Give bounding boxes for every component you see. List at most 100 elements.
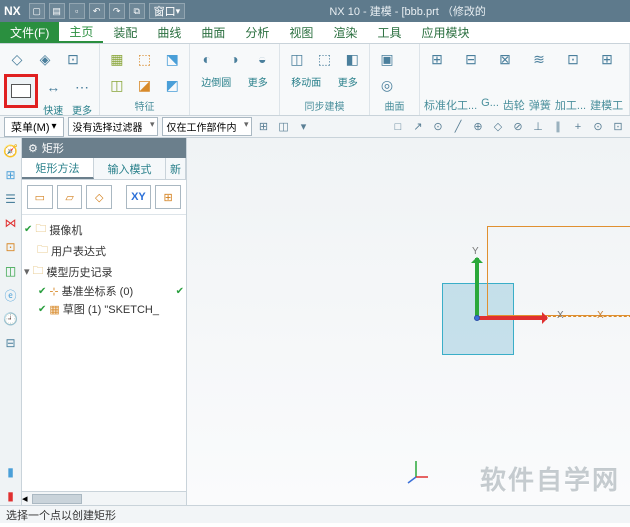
ribbon-label-spring[interactable]: 弹簧 bbox=[529, 97, 551, 113]
menu-button[interactable]: 菜单(M) ▾ bbox=[4, 117, 64, 137]
ribbon-btn-f6[interactable]: ◩ bbox=[159, 72, 185, 98]
ribbon-btn-su1[interactable]: ▣ bbox=[374, 46, 400, 72]
resource-asm-icon[interactable]: ☰ bbox=[2, 190, 20, 208]
snap-icon-3[interactable]: ⊙ bbox=[430, 119, 446, 135]
menu-analysis[interactable]: 分析 bbox=[235, 22, 279, 43]
scope-filter-combo[interactable]: 仅在工作部件内 bbox=[162, 117, 252, 136]
qat-open-icon[interactable]: ▤ bbox=[49, 3, 65, 19]
selection-filter-combo[interactable]: 没有选择过滤器 bbox=[68, 117, 158, 136]
resource-roles-icon[interactable]: ⊟ bbox=[2, 334, 20, 352]
qat-copy-icon[interactable]: ⧉ bbox=[129, 3, 145, 19]
panel-h-scrollbar[interactable]: ◂ bbox=[22, 491, 186, 505]
qat-undo-icon[interactable]: ↶ bbox=[89, 3, 105, 19]
ribbon-label-mfg[interactable]: 加工... bbox=[555, 97, 586, 113]
scroll-thumb[interactable] bbox=[32, 494, 82, 504]
ribbon-btn-m6[interactable]: ⊞ bbox=[594, 46, 620, 72]
snap-icon-10[interactable]: + bbox=[570, 119, 586, 135]
ribbon-rectangle-highlighted[interactable] bbox=[4, 74, 38, 108]
ribbon-btn-e2[interactable]: ◑ bbox=[222, 46, 248, 72]
ribbon-btn-s2[interactable]: ⬚ bbox=[312, 46, 338, 72]
menu-file[interactable]: 文件(F) bbox=[0, 22, 59, 43]
dialog-tabs: 矩形方法 输入模式 新 bbox=[22, 158, 186, 180]
opt-rect-2pt[interactable]: ▭ bbox=[27, 185, 53, 209]
snap-icon-6[interactable]: ◇ bbox=[490, 119, 506, 135]
snap-icon-11[interactable]: ⊙ bbox=[590, 119, 606, 135]
snap-icon-1[interactable]: □ bbox=[390, 119, 406, 135]
menu-curve[interactable]: 曲线 bbox=[147, 22, 191, 43]
check-icon: ✔ bbox=[176, 286, 184, 297]
menu-assembly[interactable]: 装配 bbox=[103, 22, 147, 43]
menu-surface[interactable]: 曲面 bbox=[191, 22, 235, 43]
tab-rect-method[interactable]: 矩形方法 bbox=[22, 158, 94, 179]
ribbon-btn-f3[interactable]: ⬔ bbox=[159, 46, 185, 72]
ribbon-btn-sketch2[interactable]: ◈ bbox=[32, 46, 58, 72]
opt-param[interactable]: ⊞ bbox=[155, 185, 181, 209]
resource-ie-icon[interactable]: ⓔ bbox=[2, 286, 20, 304]
ribbon-btn-f1[interactable]: ▦ bbox=[104, 46, 130, 72]
tree-camera[interactable]: ✔🗀摄像机 bbox=[24, 219, 184, 240]
ribbon-label-gear[interactable]: 齿轮 bbox=[503, 97, 525, 113]
ribbon-btn-m5[interactable]: ⊡ bbox=[560, 46, 586, 72]
ribbon-btn-m3[interactable]: ⊠ bbox=[492, 46, 518, 72]
snap-icon-9[interactable]: ∥ bbox=[550, 119, 566, 135]
snap-icon-5[interactable]: ⊕ bbox=[470, 119, 486, 135]
tree-camera-label: 摄像机 bbox=[49, 222, 82, 238]
snap-icon-7[interactable]: ⊘ bbox=[510, 119, 526, 135]
ribbon-btn-m1[interactable]: ⊞ bbox=[424, 46, 450, 72]
qat-save-icon[interactable]: ▫ bbox=[69, 3, 85, 19]
menu-appmodule[interactable]: 应用模块 bbox=[411, 22, 479, 43]
ribbon-btn-f5[interactable]: ◪ bbox=[132, 72, 158, 98]
snap-icon-2[interactable]: ↗ bbox=[410, 119, 426, 135]
resource-color-icon[interactable]: ▮ bbox=[2, 487, 20, 505]
ribbon-btn-sketch1[interactable]: ◇ bbox=[4, 46, 30, 72]
resource-nav-icon[interactable]: 🧭 bbox=[2, 142, 20, 160]
snap-icon-8[interactable]: ⊥ bbox=[530, 119, 546, 135]
ribbon-btn-m2[interactable]: ⊟ bbox=[458, 46, 484, 72]
opt-xy[interactable]: XY bbox=[126, 185, 152, 209]
tree-history[interactable]: ▾🗀模型历史记录 bbox=[24, 261, 184, 282]
snap-icon-4[interactable]: ╱ bbox=[450, 119, 466, 135]
filter-icon-2[interactable]: ◫ bbox=[276, 119, 292, 135]
menu-home[interactable]: 主页 bbox=[59, 22, 103, 43]
ribbon-label-std[interactable]: 标准化工... bbox=[424, 97, 477, 113]
ribbon-btn-s1[interactable]: ◫ bbox=[284, 46, 310, 72]
ribbon-btn-m4[interactable]: ≋ bbox=[526, 46, 552, 72]
tab-input-mode[interactable]: 输入模式 bbox=[94, 158, 166, 179]
ribbon-btn-e1[interactable]: ◐ bbox=[194, 46, 220, 72]
ribbon-btn-sketch3[interactable]: ⊡ bbox=[60, 46, 86, 72]
graphics-canvas[interactable]: Y X X 宽度 高度 软件自学网 bbox=[187, 138, 630, 505]
scroll-left-icon[interactable]: ◂ bbox=[22, 492, 28, 505]
ribbon-btn-more1[interactable]: ⋯ bbox=[69, 74, 95, 100]
resource-reuse-icon[interactable]: ⊡ bbox=[2, 238, 20, 256]
qat-window-button[interactable]: 窗口▾ bbox=[149, 3, 186, 19]
ribbon-label-g[interactable]: G... bbox=[481, 97, 499, 109]
resource-history-icon[interactable]: 🕘 bbox=[2, 310, 20, 328]
ribbon-btn-e3[interactable]: ◒ bbox=[249, 46, 275, 72]
ribbon-btn-f4[interactable]: ◫ bbox=[104, 72, 130, 98]
tree-sketch[interactable]: ✔▦草图 (1) "SKETCH_ bbox=[24, 300, 184, 318]
tab-extra[interactable]: 新 bbox=[166, 158, 186, 179]
menu-tools[interactable]: 工具 bbox=[367, 22, 411, 43]
tree-datum-csys[interactable]: ✔⊹基准坐标系 (0)✔ bbox=[24, 282, 184, 300]
opt-rect-3pt[interactable]: ▱ bbox=[57, 185, 83, 209]
qat-redo-icon[interactable]: ↷ bbox=[109, 3, 125, 19]
ribbon-btn-su2[interactable]: ◎ bbox=[374, 72, 400, 98]
ribbon-btn-quickdim[interactable]: ↔ bbox=[40, 74, 66, 100]
tree-userexpr[interactable]: 🗀用户表达式 bbox=[24, 240, 184, 261]
menu-render[interactable]: 渲染 bbox=[323, 22, 367, 43]
opt-rect-center[interactable]: ◇ bbox=[86, 185, 112, 209]
resource-sys-icon[interactable]: ▮ bbox=[2, 463, 20, 481]
dialog-titlebar[interactable]: ⚙ 矩形 bbox=[22, 138, 186, 158]
ribbon-btn-s3[interactable]: ◧ bbox=[339, 46, 365, 72]
menu-view[interactable]: 视图 bbox=[279, 22, 323, 43]
ribbon-label-model[interactable]: 建模工 bbox=[590, 97, 623, 113]
qat-window-label: 窗口 bbox=[154, 3, 176, 19]
resource-constraint-icon[interactable]: ⋈ bbox=[2, 214, 20, 232]
resource-part-icon[interactable]: ⊞ bbox=[2, 166, 20, 184]
ribbon-btn-f2[interactable]: ⬚ bbox=[132, 46, 158, 72]
qat-new-icon[interactable]: ▢ bbox=[29, 3, 45, 19]
resource-hd3d-icon[interactable]: ◫ bbox=[2, 262, 20, 280]
filter-icon-1[interactable]: ⊞ bbox=[256, 119, 272, 135]
snap-icon-12[interactable]: ⊡ bbox=[610, 119, 626, 135]
filter-icon-3[interactable]: ▾ bbox=[296, 119, 312, 135]
